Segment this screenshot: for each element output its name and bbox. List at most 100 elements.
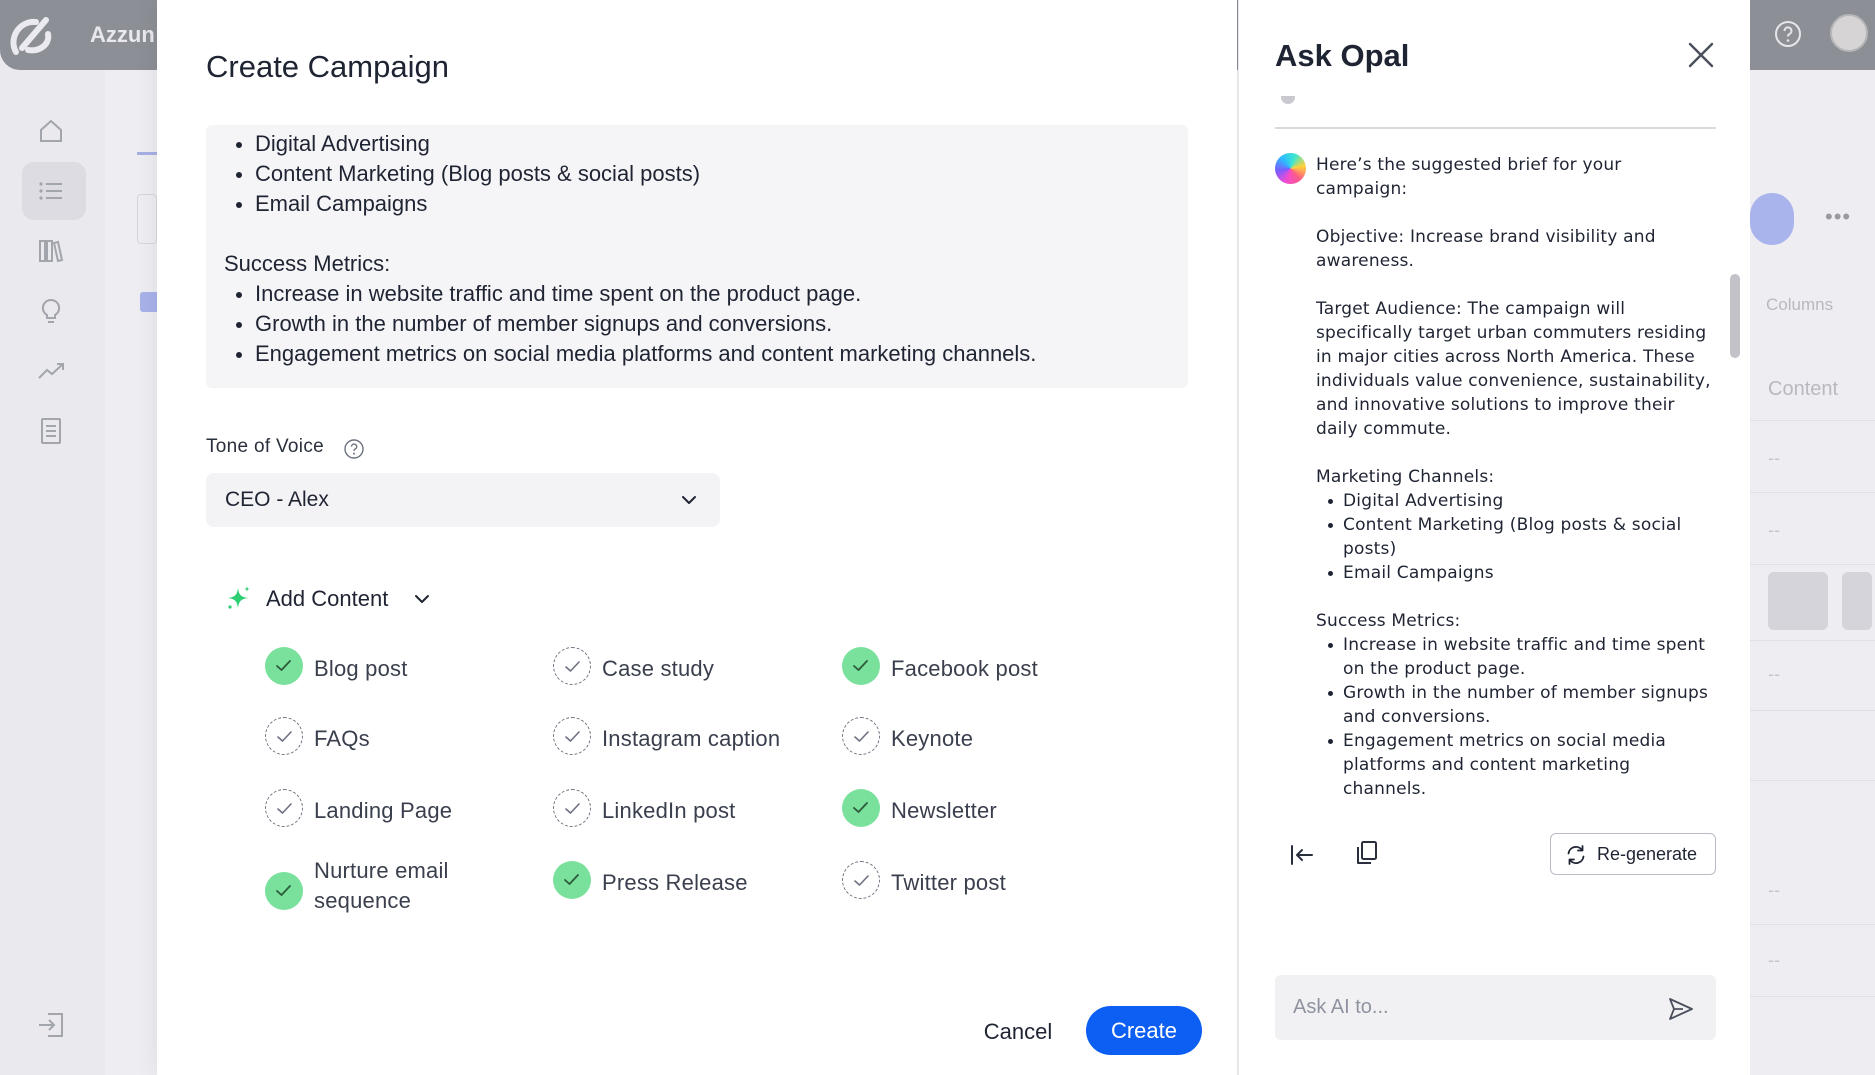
content-type-label: Case study [602, 656, 715, 681]
brief-channels-list: Digital Advertising Content Marketing (B… [224, 129, 1170, 219]
background-tab-underline [137, 152, 159, 155]
content-type-twitter-post[interactable]: Twitter post [842, 861, 1082, 901]
content-type-label: Keynote [891, 726, 974, 751]
background-doc-thumb [1768, 572, 1828, 630]
content-type-label: Landing Page [314, 798, 453, 823]
content-type-linkedin-post[interactable]: LinkedIn post [553, 789, 793, 829]
background-cell: -- [1768, 950, 1780, 970]
library-icon[interactable] [36, 236, 66, 266]
home-icon[interactable] [36, 116, 66, 146]
tone-of-voice-select[interactable]: CEO - Alex [206, 473, 720, 527]
logo-icon[interactable] [6, 8, 56, 62]
check-circle-icon[interactable] [265, 872, 303, 910]
check-circle-icon[interactable] [553, 717, 591, 755]
background-doc-thumb [1842, 572, 1872, 630]
list-icon[interactable] [36, 176, 66, 206]
opal-title: Ask Opal [1275, 38, 1410, 73]
background-checkbox [140, 292, 160, 312]
copy-icon[interactable] [1352, 838, 1382, 868]
background-row-divider [1740, 420, 1875, 421]
tone-of-voice-label: Tone of Voice [206, 436, 324, 457]
check-circle-icon[interactable] [842, 861, 880, 899]
send-icon[interactable] [1667, 996, 1695, 1022]
user-avatar[interactable] [1830, 14, 1868, 52]
create-button[interactable]: Create [1086, 1006, 1202, 1055]
ai-message-intro: Here’s the suggested brief for your camp… [1316, 155, 1622, 199]
regenerate-button[interactable]: Re-generate [1550, 833, 1716, 875]
check-circle-icon[interactable] [553, 861, 591, 899]
ai-message: Here’s the suggested brief for your camp… [1316, 153, 1716, 803]
opal-divider [1275, 127, 1716, 129]
ai-channel-item: Digital Advertising [1316, 489, 1716, 513]
app-sidebar [0, 70, 105, 1075]
ai-success-item: Increase in website traffic and time spe… [1316, 633, 1716, 681]
brief-channel-item: Content Marketing (Blog posts & social p… [224, 159, 1170, 189]
check-circle-icon[interactable] [553, 647, 591, 685]
chevron-down-icon [682, 496, 696, 504]
content-type-label: Blog post [314, 656, 408, 681]
background-row-divider [1740, 492, 1875, 493]
content-type-label: Press Release [602, 870, 748, 895]
content-type-label: Twitter post [891, 870, 1006, 895]
brief-channel-item: Email Campaigns [224, 189, 1170, 219]
content-type-label: Facebook post [891, 656, 1038, 681]
bulb-icon[interactable] [36, 296, 66, 326]
ai-message-success-heading: Success Metrics: [1316, 611, 1461, 631]
background-content-header: Content [1768, 378, 1839, 400]
background-control [137, 194, 157, 244]
content-type-nurture-email-sequence[interactable]: Nurture email sequence [265, 858, 505, 932]
background-row-divider [1740, 564, 1875, 565]
background-cell: -- [1768, 880, 1780, 900]
ai-message-success-list: Increase in website traffic and time spe… [1316, 633, 1716, 801]
content-type-facebook-post[interactable]: Facebook post [842, 647, 1082, 687]
content-type-keynote[interactable]: Keynote [842, 717, 1082, 757]
content-type-instagram-caption[interactable]: Instagram caption [553, 717, 793, 757]
brief-success-heading: Success Metrics: [224, 251, 391, 276]
content-type-label: LinkedIn post [602, 798, 736, 823]
brief-channel-item: Digital Advertising [224, 129, 1170, 159]
content-type-label: FAQs [314, 726, 370, 751]
create-campaign-modal: Create Campaign Digital Advertising Cont… [157, 0, 1237, 1075]
check-circle-icon[interactable] [553, 789, 591, 827]
cancel-button[interactable]: Cancel [968, 1010, 1068, 1054]
content-type-newsletter[interactable]: Newsletter [842, 789, 1082, 829]
campaign-brief-box[interactable]: Digital Advertising Content Marketing (B… [206, 125, 1188, 388]
content-type-label: Instagram caption [602, 726, 781, 751]
add-content-label: Add Content [266, 586, 389, 611]
check-circle-icon[interactable] [265, 789, 303, 827]
sparkle-icon [228, 586, 250, 609]
content-type-press-release[interactable]: Press Release [553, 861, 793, 901]
modal-title: Create Campaign [206, 49, 449, 84]
check-circle-icon[interactable] [265, 647, 303, 685]
exit-icon[interactable] [36, 1010, 66, 1040]
opal-scrollbar[interactable] [1730, 274, 1740, 358]
doc-icon[interactable] [36, 416, 66, 446]
collapse-left-icon[interactable] [1287, 840, 1317, 870]
ask-ai-input[interactable] [1275, 975, 1716, 1040]
tone-selected-value: CEO - Alex [225, 488, 329, 511]
help-icon[interactable] [1774, 20, 1802, 48]
check-circle-icon[interactable] [842, 717, 880, 755]
brief-success-item: Engagement metrics on social media platf… [224, 339, 1170, 369]
background-row-divider [1740, 710, 1875, 711]
check-circle-icon[interactable] [265, 717, 303, 755]
content-type-faqs[interactable]: FAQs [265, 717, 505, 757]
close-icon[interactable] [1684, 38, 1718, 72]
background-columns-label: Columns [1766, 295, 1834, 314]
ai-message-audience: Target Audience: The campaign will speci… [1316, 299, 1711, 439]
regenerate-label: Re-generate [1597, 844, 1698, 864]
content-type-blog-post[interactable]: Blog post [265, 647, 505, 687]
app-brand: Azzun [90, 22, 155, 47]
brief-success-item: Growth in the number of member signups a… [224, 309, 1170, 339]
help-icon[interactable] [343, 438, 365, 460]
check-circle-icon[interactable] [842, 789, 880, 827]
content-type-landing-page[interactable]: Landing Page [265, 789, 505, 829]
check-circle-icon[interactable] [842, 647, 880, 685]
background-cell: -- [1768, 448, 1780, 468]
content-type-case-study[interactable]: Case study [553, 647, 793, 687]
content-type-label: Newsletter [891, 798, 997, 823]
chevron-down-icon [415, 595, 429, 603]
ai-message-objective: Objective: Increase brand visibility and… [1316, 227, 1656, 271]
trend-icon[interactable] [36, 356, 66, 386]
ai-channel-item: Content Marketing (Blog posts & social p… [1316, 513, 1716, 561]
